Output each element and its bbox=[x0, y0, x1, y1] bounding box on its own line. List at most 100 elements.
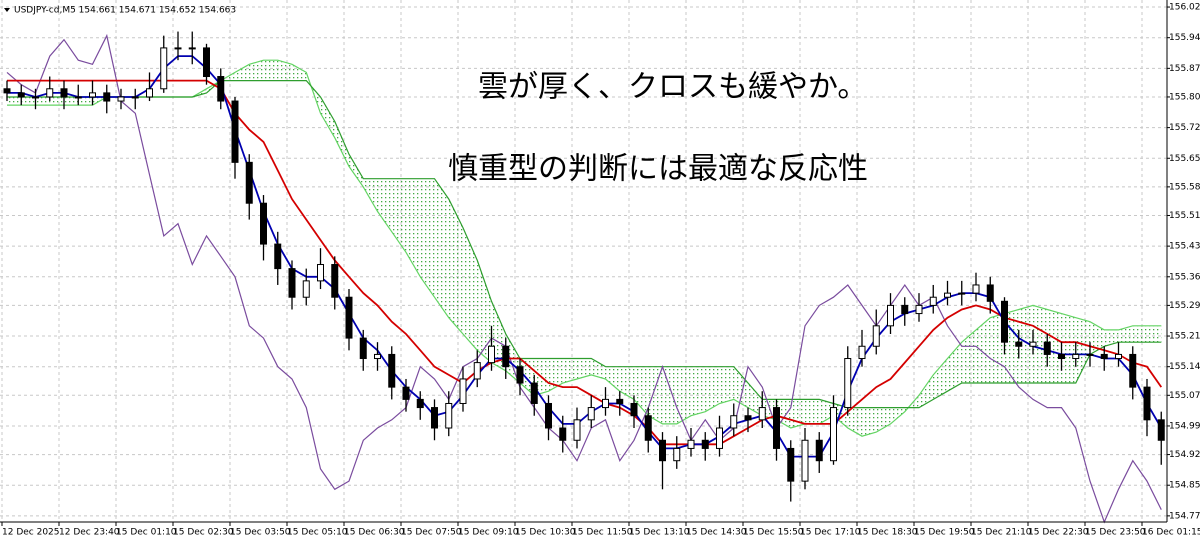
candle-body bbox=[374, 353, 381, 360]
y-tick-label: 156.020 bbox=[1169, 3, 1200, 13]
candle-body bbox=[146, 88, 153, 98]
candle-body bbox=[160, 47, 168, 90]
candle-body bbox=[958, 292, 966, 295]
x-tick-label: 15 Dec 10:30 bbox=[515, 528, 576, 538]
candle-body bbox=[74, 96, 82, 99]
x-tick-label: 12 Dec 2025 bbox=[2, 528, 60, 538]
symbol-menu-icon[interactable] bbox=[4, 8, 10, 12]
y-tick-label: 154.995 bbox=[1169, 421, 1200, 431]
y-tick-label: 155.945 bbox=[1169, 33, 1200, 43]
y-tick-label: 155.580 bbox=[1169, 182, 1200, 192]
candle-body bbox=[701, 439, 709, 449]
x-tick-label: 15 Dec 23:50 bbox=[1085, 528, 1146, 538]
candle-body bbox=[445, 402, 453, 429]
y-tick-label: 155.435 bbox=[1169, 242, 1200, 252]
x-tick-label: 15 Dec 01:10 bbox=[116, 528, 177, 538]
x-tick-label: 15 Dec 13:10 bbox=[629, 528, 690, 538]
x-tick-label: 15 Dec 14:30 bbox=[686, 528, 747, 538]
candle-body bbox=[815, 439, 823, 462]
candle-body bbox=[801, 439, 809, 482]
candle-body bbox=[616, 398, 624, 404]
candle-body bbox=[530, 382, 538, 404]
y-tick-label: 155.290 bbox=[1169, 301, 1200, 311]
candle-body bbox=[644, 415, 652, 441]
candle-body bbox=[1115, 353, 1122, 360]
candle-body bbox=[915, 304, 923, 315]
candle-body bbox=[131, 96, 139, 99]
x-tick-label: 15 Dec 22:30 bbox=[1028, 528, 1089, 538]
candle-body bbox=[716, 427, 723, 449]
candle-body bbox=[274, 243, 282, 270]
candle-body bbox=[459, 378, 467, 404]
candle-body bbox=[744, 415, 752, 421]
candle-body bbox=[345, 296, 353, 339]
candle-body bbox=[787, 447, 795, 482]
candle-body bbox=[302, 280, 310, 298]
candle-body bbox=[473, 362, 481, 380]
candle-body bbox=[1029, 341, 1037, 347]
candle-body bbox=[901, 304, 909, 315]
candle-body bbox=[203, 47, 210, 78]
y-tick-label: 155.070 bbox=[1169, 391, 1200, 401]
candle-body bbox=[288, 268, 296, 298]
candle-body bbox=[3, 88, 11, 94]
candle-body bbox=[1143, 386, 1151, 421]
candle-body bbox=[872, 325, 880, 347]
annotation: 慎重型の判断には最適な反応性 bbox=[448, 152, 868, 187]
candle-body bbox=[188, 47, 196, 50]
x-tick-label: 15 Dec 11:50 bbox=[572, 528, 633, 538]
candle-body bbox=[488, 345, 495, 364]
candle-body bbox=[1043, 341, 1051, 355]
candle-body bbox=[972, 284, 980, 294]
candle-body bbox=[1072, 353, 1080, 360]
candle-body bbox=[89, 92, 96, 98]
y-tick-label: 154.925 bbox=[1169, 450, 1200, 460]
annotation: 雲が厚く、クロスも緩やか。 bbox=[478, 70, 867, 105]
x-tick-label: 15 Dec 05:10 bbox=[287, 528, 348, 538]
candle-body bbox=[858, 345, 866, 360]
candle-body bbox=[1015, 341, 1023, 347]
candle-body bbox=[1129, 353, 1137, 388]
x-tick-label: 15 Dec 19:50 bbox=[914, 528, 975, 538]
candle-body bbox=[331, 264, 339, 298]
candle-body bbox=[559, 427, 567, 441]
candle-body bbox=[773, 407, 780, 449]
indicator-line bbox=[7, 79, 1163, 446]
candle-body bbox=[830, 407, 837, 462]
candle-body bbox=[217, 76, 225, 102]
x-tick-label: 15 Dec 15:50 bbox=[743, 528, 804, 538]
cloud-fill bbox=[7, 60, 1162, 437]
candle-body bbox=[516, 366, 524, 384]
x-tick-label: 15 Dec 17:10 bbox=[800, 528, 861, 538]
candle-body bbox=[630, 402, 638, 417]
y-tick-label: 154.775 bbox=[1169, 511, 1200, 521]
x-tick-label: 15 Dec 09:10 bbox=[458, 528, 519, 538]
candle-body bbox=[687, 439, 695, 449]
chart-title: USDJPY-cd,M5 154.661 154.671 154.652 154… bbox=[14, 6, 236, 16]
candle-body bbox=[46, 88, 54, 98]
candle-body bbox=[17, 92, 25, 98]
candle-body bbox=[103, 92, 111, 102]
indicator-line bbox=[7, 55, 1163, 458]
candle-body bbox=[416, 398, 424, 409]
candle-body bbox=[231, 100, 239, 163]
candle-body bbox=[545, 402, 552, 429]
candle-body bbox=[929, 296, 937, 306]
candle-body bbox=[174, 47, 182, 50]
candle-body bbox=[388, 353, 396, 388]
y-tick-label: 155.725 bbox=[1169, 123, 1200, 133]
x-tick-label: 16 Dec 01:15 bbox=[1142, 528, 1200, 538]
y-tick-label: 155.650 bbox=[1169, 154, 1200, 164]
y-tick-label: 155.140 bbox=[1169, 362, 1200, 372]
candle-body bbox=[317, 264, 324, 282]
candle-body bbox=[844, 358, 852, 409]
candle-body bbox=[730, 415, 738, 429]
candle-body bbox=[1100, 353, 1108, 360]
indicator-line bbox=[6, 33, 1162, 524]
candle-body bbox=[60, 88, 68, 98]
x-tick-label: 15 Dec 03:50 bbox=[230, 528, 291, 538]
x-tick-label: 12 Dec 23:40 bbox=[59, 528, 120, 538]
candle-body bbox=[431, 407, 438, 429]
